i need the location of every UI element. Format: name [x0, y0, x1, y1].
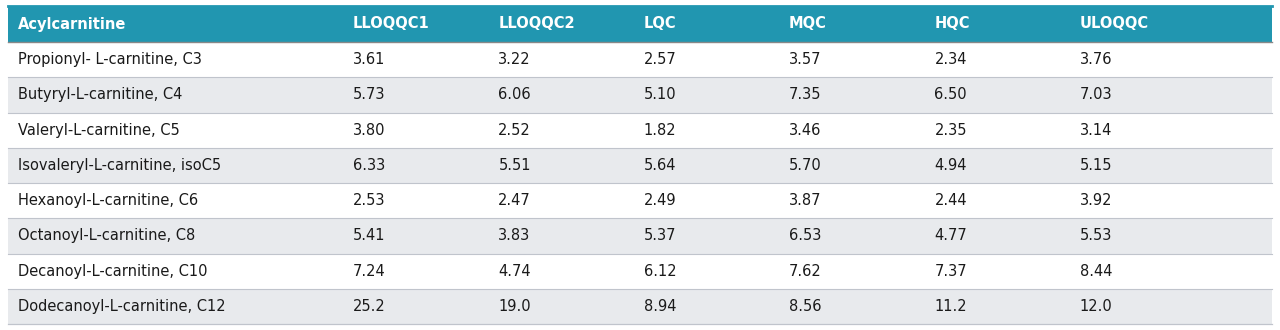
Text: 5.51: 5.51 — [498, 158, 531, 173]
Text: 8.56: 8.56 — [788, 299, 822, 314]
Text: LLOQQC2: LLOQQC2 — [498, 16, 575, 31]
Text: 3.22: 3.22 — [498, 52, 531, 67]
Text: 1.82: 1.82 — [644, 123, 676, 138]
Text: 8.44: 8.44 — [1080, 264, 1112, 279]
Text: 3.14: 3.14 — [1080, 123, 1112, 138]
Text: 2.35: 2.35 — [934, 123, 966, 138]
Text: Hexanoyl-L-carnitine, C6: Hexanoyl-L-carnitine, C6 — [18, 193, 198, 208]
Text: 4.94: 4.94 — [934, 158, 966, 173]
Text: 3.57: 3.57 — [788, 52, 822, 67]
Text: 3.61: 3.61 — [353, 52, 385, 67]
Text: 5.37: 5.37 — [644, 228, 676, 244]
Text: 5.15: 5.15 — [1080, 158, 1112, 173]
Text: Octanoyl-L-carnitine, C8: Octanoyl-L-carnitine, C8 — [18, 228, 196, 244]
Text: 3.83: 3.83 — [498, 228, 531, 244]
Text: LLOQQC1: LLOQQC1 — [353, 16, 430, 31]
Text: 19.0: 19.0 — [498, 299, 531, 314]
Text: 7.37: 7.37 — [934, 264, 966, 279]
Text: 2.47: 2.47 — [498, 193, 531, 208]
Text: 5.41: 5.41 — [353, 228, 385, 244]
Text: 12.0: 12.0 — [1080, 299, 1112, 314]
Text: 4.77: 4.77 — [934, 228, 968, 244]
Text: 7.24: 7.24 — [353, 264, 385, 279]
Text: Dodecanoyl-L-carnitine, C12: Dodecanoyl-L-carnitine, C12 — [18, 299, 225, 314]
Text: 3.87: 3.87 — [788, 193, 822, 208]
Text: 6.53: 6.53 — [788, 228, 822, 244]
Text: 11.2: 11.2 — [934, 299, 966, 314]
Text: 2.34: 2.34 — [934, 52, 966, 67]
Text: 5.10: 5.10 — [644, 87, 676, 102]
Text: MQC: MQC — [788, 16, 827, 31]
Text: HQC: HQC — [934, 16, 970, 31]
Text: 2.57: 2.57 — [644, 52, 676, 67]
Text: Butyryl-L-carnitine, C4: Butyryl-L-carnitine, C4 — [18, 87, 182, 102]
Text: 5.53: 5.53 — [1080, 228, 1112, 244]
Text: 5.73: 5.73 — [353, 87, 385, 102]
Text: 7.62: 7.62 — [788, 264, 822, 279]
Text: 5.70: 5.70 — [788, 158, 822, 173]
Text: Valeryl-L-carnitine, C5: Valeryl-L-carnitine, C5 — [18, 123, 179, 138]
Text: 8.94: 8.94 — [644, 299, 676, 314]
Text: Decanoyl-L-carnitine, C10: Decanoyl-L-carnitine, C10 — [18, 264, 207, 279]
Text: 7.03: 7.03 — [1080, 87, 1112, 102]
Text: 3.46: 3.46 — [788, 123, 822, 138]
Text: 3.80: 3.80 — [353, 123, 385, 138]
Text: 2.44: 2.44 — [934, 193, 966, 208]
Text: 6.12: 6.12 — [644, 264, 676, 279]
Text: Isovaleryl-L-carnitine, isoC5: Isovaleryl-L-carnitine, isoC5 — [18, 158, 221, 173]
Text: 3.92: 3.92 — [1080, 193, 1112, 208]
Text: ULOQQC: ULOQQC — [1080, 16, 1149, 31]
Text: 25.2: 25.2 — [353, 299, 385, 314]
Text: 4.74: 4.74 — [498, 264, 531, 279]
Text: 6.50: 6.50 — [934, 87, 966, 102]
Text: 2.52: 2.52 — [498, 123, 531, 138]
Text: 6.33: 6.33 — [353, 158, 385, 173]
Text: 6.06: 6.06 — [498, 87, 531, 102]
Text: 2.53: 2.53 — [353, 193, 385, 208]
Text: Acylcarnitine: Acylcarnitine — [18, 16, 127, 31]
Text: 5.64: 5.64 — [644, 158, 676, 173]
Text: 3.76: 3.76 — [1080, 52, 1112, 67]
Text: LQC: LQC — [644, 16, 676, 31]
Text: Propionyl- L-carnitine, C3: Propionyl- L-carnitine, C3 — [18, 52, 202, 67]
Text: 7.35: 7.35 — [788, 87, 822, 102]
Text: 2.49: 2.49 — [644, 193, 676, 208]
